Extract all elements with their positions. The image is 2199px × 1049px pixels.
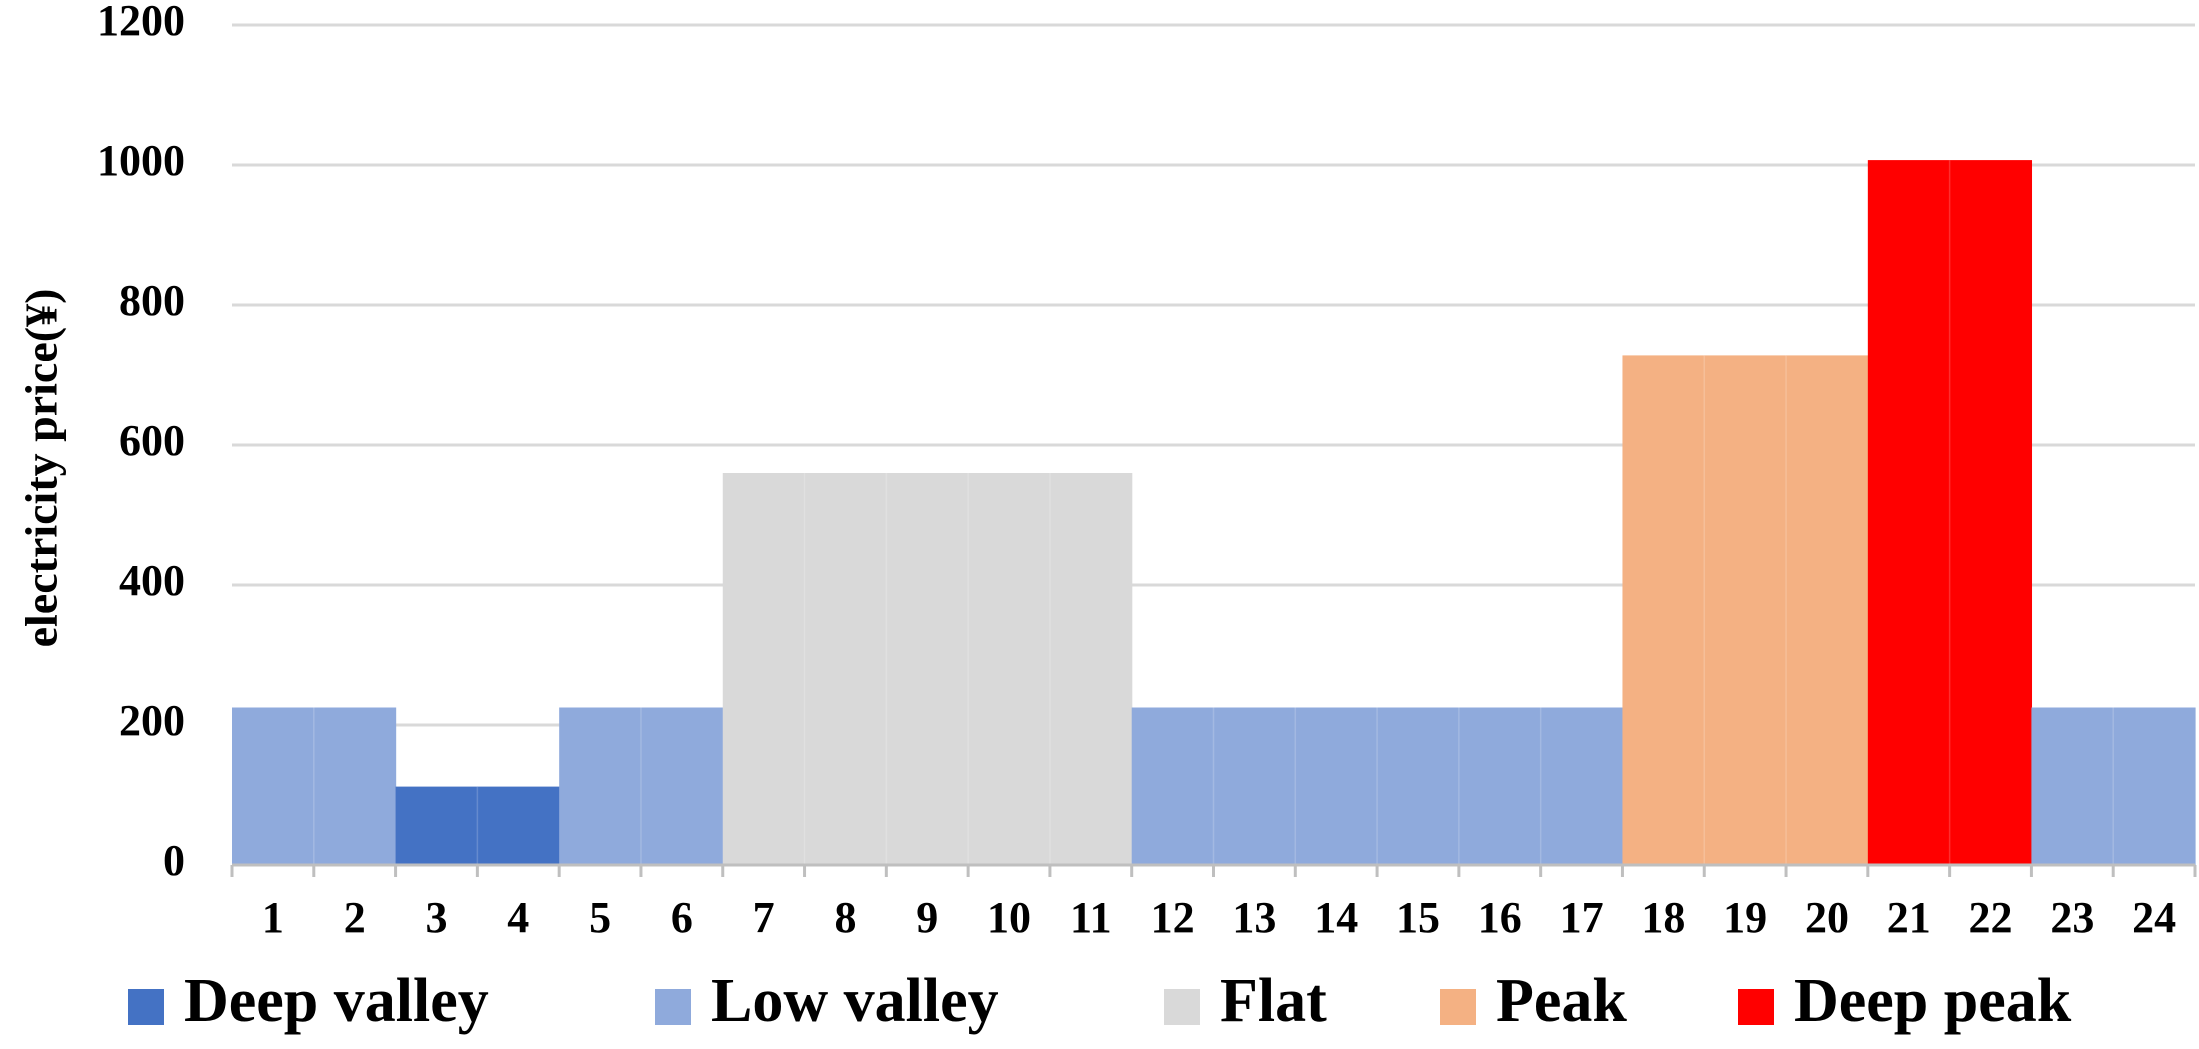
x-tick-label: 18	[1641, 893, 1685, 942]
bar-hour-1	[232, 707, 315, 865]
bar-hour-7	[722, 473, 806, 865]
x-tick-label: 8	[834, 893, 856, 942]
bar-hour-8	[804, 473, 887, 865]
legend-label: Low valley	[711, 967, 999, 1035]
x-tick-label: 6	[671, 893, 693, 942]
legend-item: Deep peak	[1738, 967, 2072, 1035]
x-tick-label: 16	[1478, 893, 1522, 942]
bar-hour-10	[968, 473, 1051, 865]
legend-label: Flat	[1220, 967, 1327, 1035]
y-tick-label: 1200	[97, 0, 185, 45]
bar-hour-13	[1213, 707, 1296, 865]
bar-hour-22	[1949, 160, 2033, 866]
x-axis-tick-labels: 1 2 3 4 5 6 7 8 9 10 11 12 13 14 15 16 17 18 19 20 21 22 23 24	[262, 893, 2176, 942]
bar-hour-3	[395, 786, 478, 865]
legend: Deep valley Low valley Flat Peak Deep peak	[128, 967, 2072, 1035]
x-tick-label: 2	[344, 893, 366, 942]
legend-label: Deep valley	[184, 967, 489, 1035]
bar-hour-19	[1704, 355, 1787, 865]
bar-hour-24	[2113, 707, 2196, 865]
x-tick-label: 17	[1560, 893, 1604, 942]
y-tick-label: 400	[119, 556, 185, 605]
legend-swatch	[655, 989, 691, 1025]
x-tick-label: 9	[916, 893, 938, 942]
bar-hour-11	[1049, 473, 1133, 865]
bar-hour-6	[640, 707, 724, 865]
legend-label: Peak	[1496, 967, 1627, 1035]
x-tick-label: 10	[987, 893, 1031, 942]
bar-hour-17	[1540, 707, 1624, 865]
x-axis	[230, 863, 2197, 877]
x-tick-label: 15	[1396, 893, 1440, 942]
bar-hour-21	[1867, 160, 1951, 866]
bars	[232, 160, 2196, 866]
x-tick-label: 21	[1887, 893, 1931, 942]
x-tick-label: 7	[753, 893, 775, 942]
x-tick-label: 11	[1070, 893, 1112, 942]
y-tick-label: 600	[119, 416, 185, 465]
bar-hour-15	[1377, 707, 1460, 865]
x-tick-label: 24	[2132, 893, 2176, 942]
bar-hour-2	[313, 707, 397, 865]
x-tick-label: 20	[1805, 893, 1849, 942]
legend-swatch	[1440, 989, 1476, 1025]
legend-swatch	[1164, 989, 1200, 1025]
bar-hour-23	[2031, 707, 2114, 865]
legend-swatch	[1738, 989, 1774, 1025]
y-tick-label: 200	[119, 696, 185, 745]
x-tick-label: 23	[2050, 893, 2094, 942]
y-tick-label: 1000	[97, 136, 185, 185]
bar-hour-12	[1131, 707, 1215, 865]
x-tick-label: 22	[1969, 893, 2013, 942]
x-tick-label: 19	[1723, 893, 1767, 942]
y-axis-title: electricity price(¥)	[16, 289, 67, 648]
bar-hour-4	[477, 786, 560, 865]
x-tick-label: 3	[425, 893, 447, 942]
legend-item: Peak	[1440, 967, 1627, 1035]
bar-hour-16	[1458, 707, 1542, 865]
bar-hour-20	[1786, 355, 1869, 865]
bar-hour-14	[1295, 707, 1378, 865]
bar-hour-5	[559, 707, 642, 865]
legend-item: Deep valley	[128, 967, 489, 1035]
bar-hour-9	[886, 473, 969, 865]
y-axis-tick-labels: 0 200 400 600 800 1000 1200	[97, 0, 185, 885]
y-tick-label: 800	[119, 276, 185, 325]
x-tick-label: 12	[1151, 893, 1195, 942]
x-tick-label: 14	[1314, 893, 1358, 942]
x-tick-label: 1	[262, 893, 284, 942]
x-tick-label: 5	[589, 893, 611, 942]
x-tick-label: 4	[507, 893, 529, 942]
legend-item: Low valley	[655, 967, 999, 1035]
legend-swatch	[128, 989, 164, 1025]
legend-label: Deep peak	[1794, 967, 2072, 1035]
bar-hour-18	[1622, 355, 1705, 865]
x-tick-label: 13	[1232, 893, 1276, 942]
legend-item: Flat	[1164, 967, 1327, 1035]
y-tick-label: 0	[163, 836, 185, 885]
